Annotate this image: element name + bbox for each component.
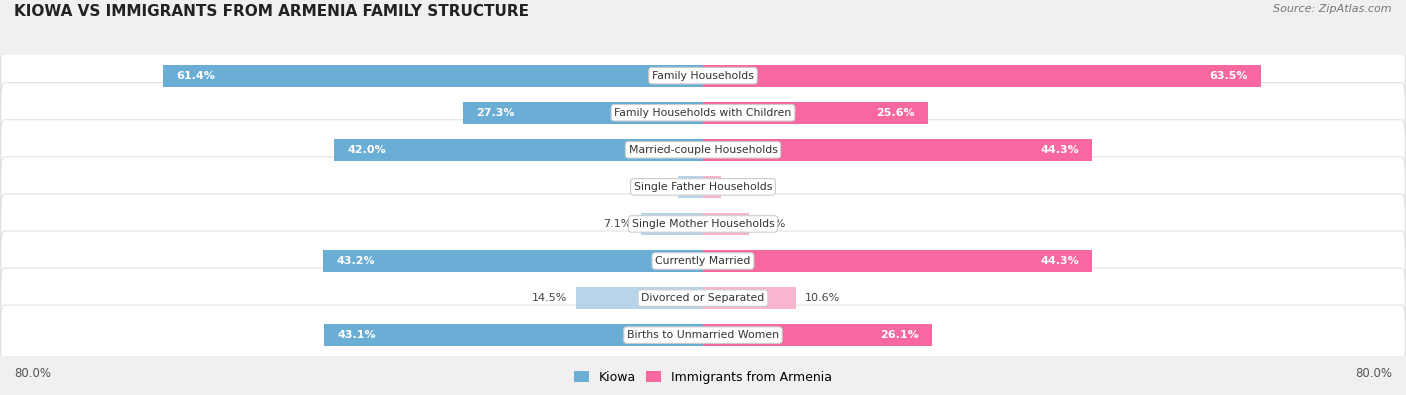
- FancyBboxPatch shape: [1, 231, 1405, 291]
- Bar: [703, 287, 796, 309]
- Bar: [163, 64, 703, 87]
- FancyBboxPatch shape: [1, 194, 1405, 254]
- FancyBboxPatch shape: [1, 120, 1405, 180]
- Text: 2.8%: 2.8%: [641, 182, 669, 192]
- Text: 25.6%: 25.6%: [876, 108, 915, 118]
- Text: 5.2%: 5.2%: [758, 219, 786, 229]
- Text: Single Father Households: Single Father Households: [634, 182, 772, 192]
- Text: 63.5%: 63.5%: [1209, 71, 1249, 81]
- Bar: [463, 102, 703, 124]
- Bar: [703, 250, 1092, 272]
- Text: 43.1%: 43.1%: [337, 330, 375, 340]
- Text: 61.4%: 61.4%: [177, 71, 215, 81]
- FancyBboxPatch shape: [1, 305, 1405, 365]
- Bar: [678, 176, 703, 198]
- Text: Divorced or Separated: Divorced or Separated: [641, 293, 765, 303]
- Bar: [703, 324, 932, 346]
- Bar: [703, 176, 721, 198]
- Text: 27.3%: 27.3%: [477, 108, 515, 118]
- Text: Family Households with Children: Family Households with Children: [614, 108, 792, 118]
- Text: 2.1%: 2.1%: [730, 182, 759, 192]
- Bar: [325, 324, 703, 346]
- Bar: [335, 139, 703, 161]
- Legend: Kiowa, Immigrants from Armenia: Kiowa, Immigrants from Armenia: [569, 366, 837, 389]
- Text: 44.3%: 44.3%: [1040, 256, 1080, 266]
- Bar: [703, 139, 1092, 161]
- Bar: [575, 287, 703, 309]
- Bar: [703, 64, 1261, 87]
- Text: Single Mother Households: Single Mother Households: [631, 219, 775, 229]
- FancyBboxPatch shape: [1, 46, 1405, 106]
- Text: KIOWA VS IMMIGRANTS FROM ARMENIA FAMILY STRUCTURE: KIOWA VS IMMIGRANTS FROM ARMENIA FAMILY …: [14, 4, 529, 19]
- Text: 14.5%: 14.5%: [531, 293, 567, 303]
- FancyBboxPatch shape: [1, 83, 1405, 143]
- Bar: [641, 213, 703, 235]
- Text: 10.6%: 10.6%: [804, 293, 841, 303]
- Text: Married-couple Households: Married-couple Households: [628, 145, 778, 155]
- Text: 43.2%: 43.2%: [336, 256, 375, 266]
- Bar: [323, 250, 703, 272]
- Text: 80.0%: 80.0%: [1355, 367, 1392, 380]
- Text: 42.0%: 42.0%: [347, 145, 385, 155]
- Text: Family Households: Family Households: [652, 71, 754, 81]
- FancyBboxPatch shape: [1, 157, 1405, 217]
- Text: Currently Married: Currently Married: [655, 256, 751, 266]
- Bar: [703, 213, 749, 235]
- Text: Births to Unmarried Women: Births to Unmarried Women: [627, 330, 779, 340]
- Text: 26.1%: 26.1%: [880, 330, 920, 340]
- Text: Source: ZipAtlas.com: Source: ZipAtlas.com: [1274, 4, 1392, 14]
- Bar: [703, 102, 928, 124]
- FancyBboxPatch shape: [1, 268, 1405, 328]
- Text: 80.0%: 80.0%: [14, 367, 51, 380]
- Text: 7.1%: 7.1%: [603, 219, 631, 229]
- Text: 44.3%: 44.3%: [1040, 145, 1080, 155]
